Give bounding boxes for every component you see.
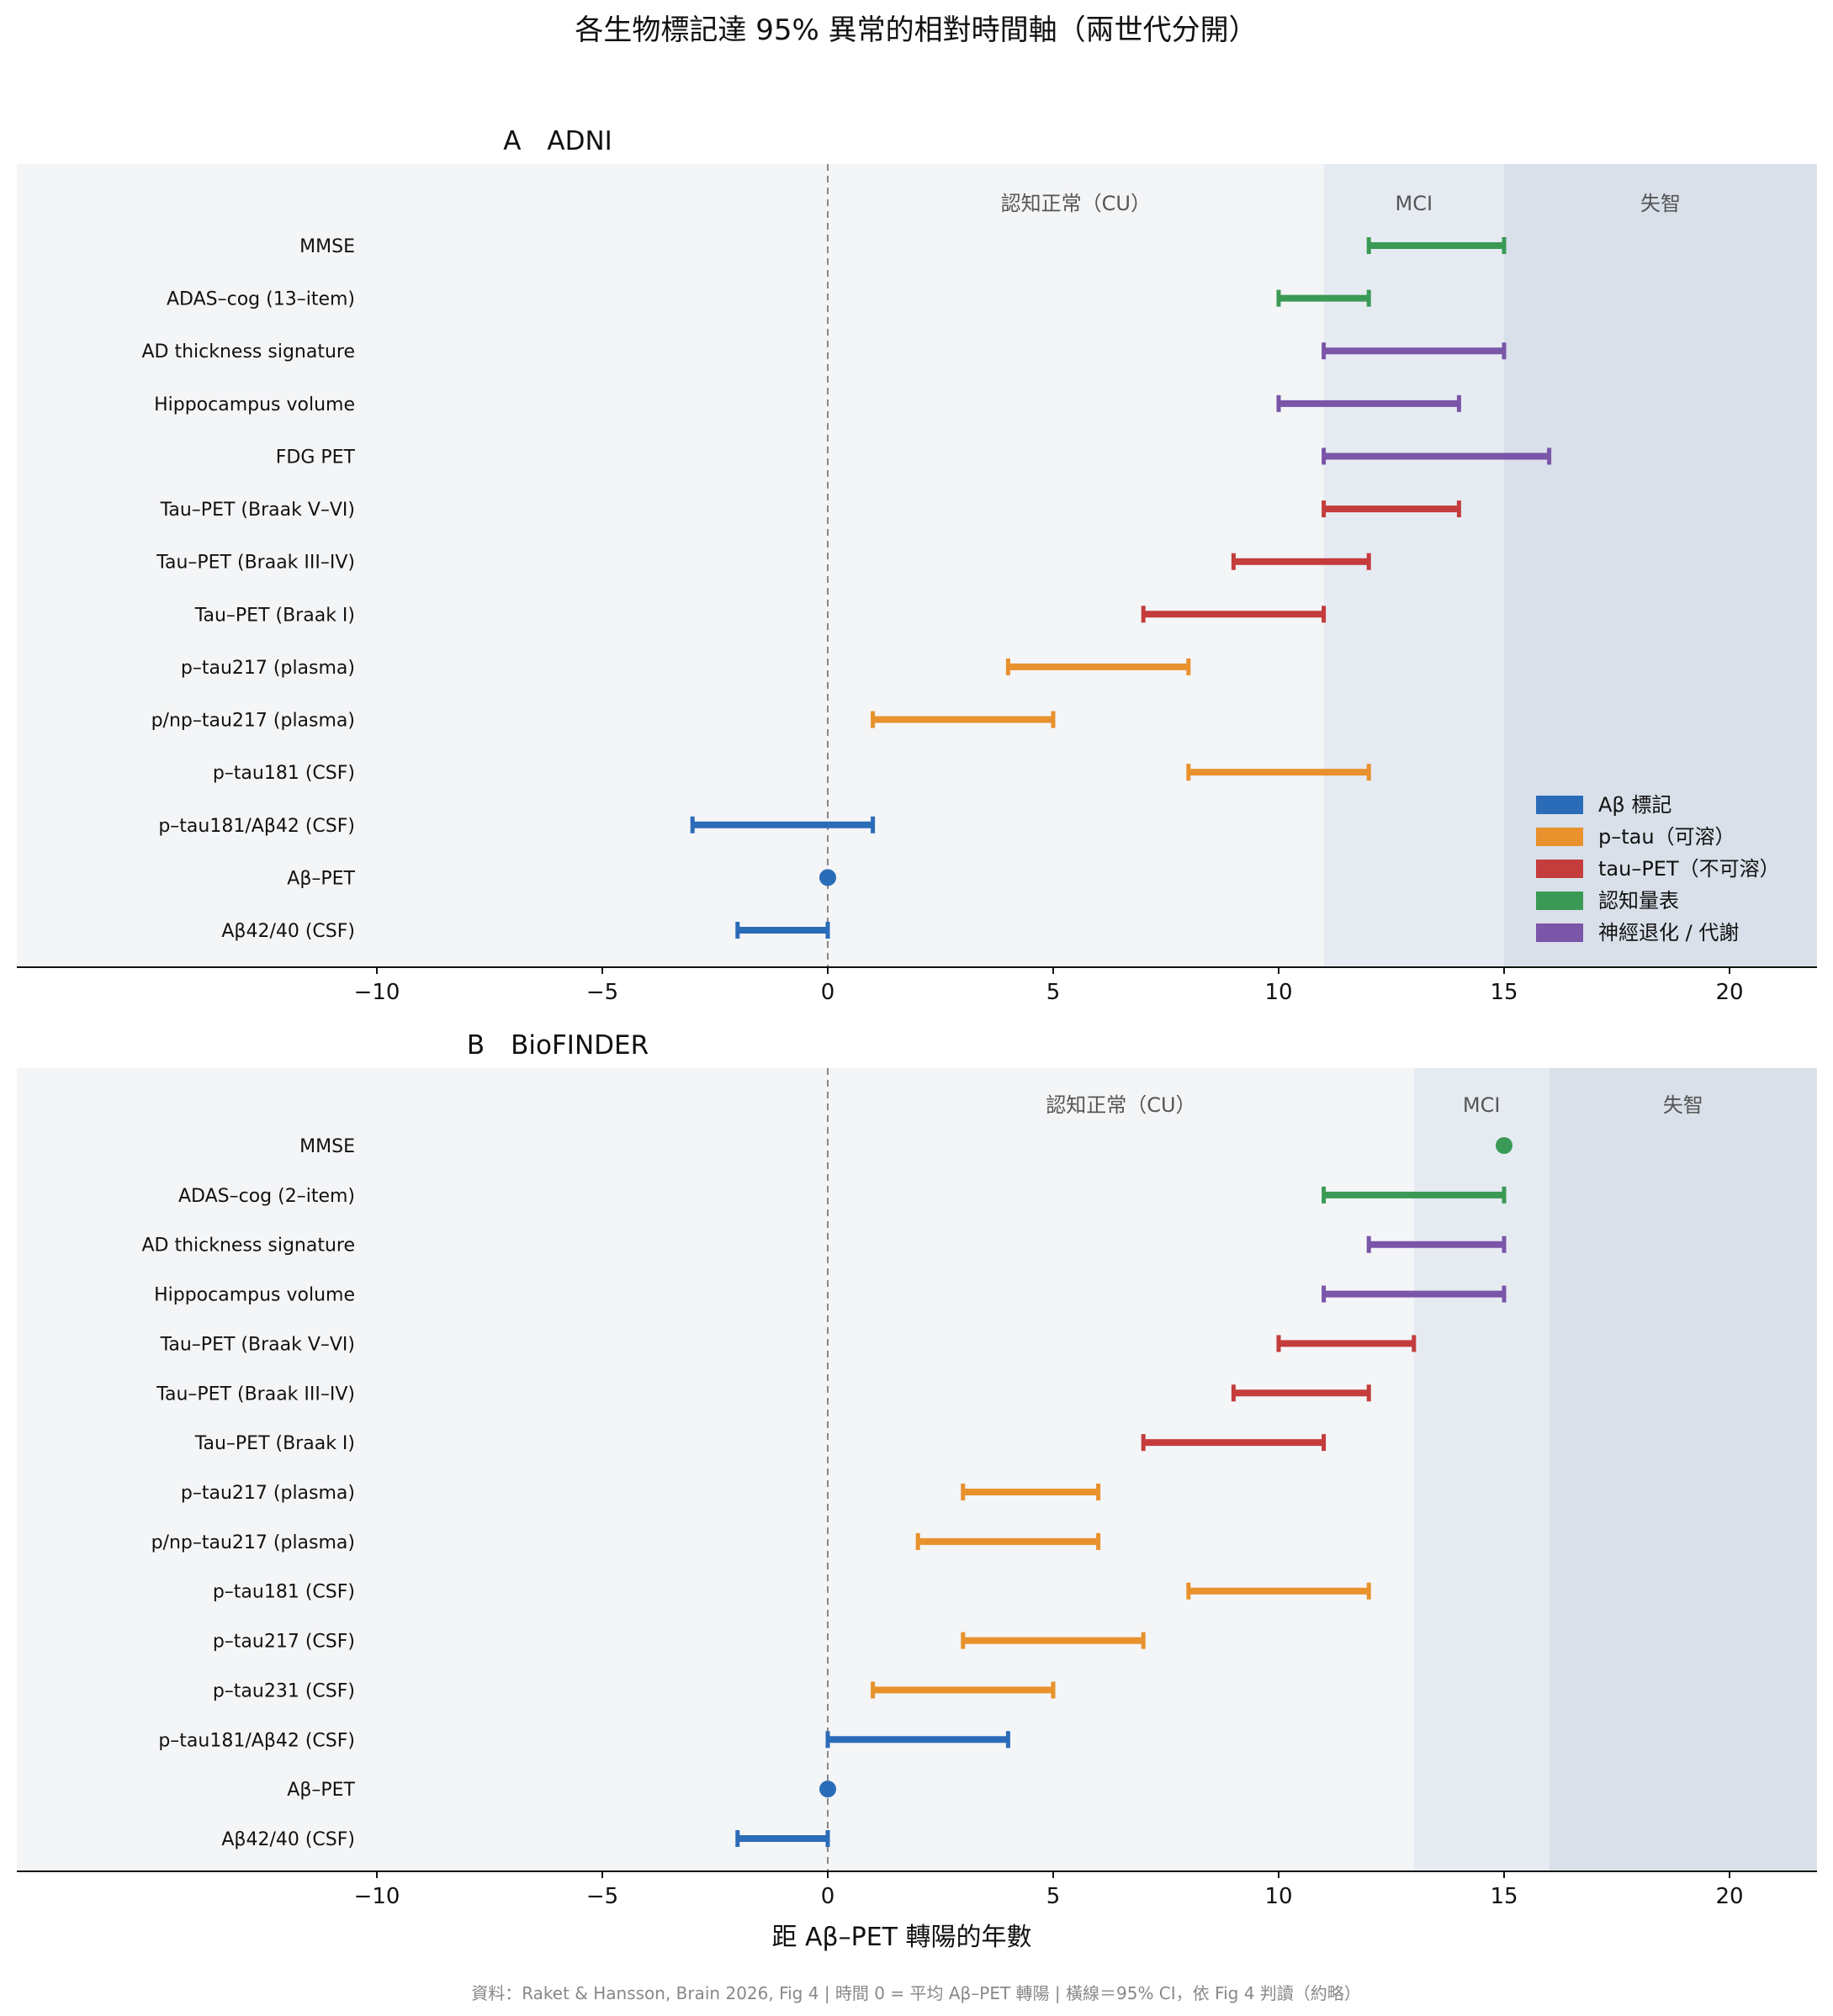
row-label: Aβ42/40 (CSF) <box>221 921 355 942</box>
x-tick-label: 10 <box>1264 980 1292 1005</box>
x-axis-label: 距 Aβ–PET 轉陽的年數 <box>771 1923 1031 1952</box>
stage-label: 認知正常（CU） <box>1001 192 1151 215</box>
row-label: Tau–PET (Braak V–VI) <box>160 500 355 521</box>
row-label: Tau–PET (Braak I) <box>194 605 355 626</box>
x-tick-label: 0 <box>821 1884 835 1909</box>
range-point <box>819 1781 836 1798</box>
legend-label: 神經退化 / 代謝 <box>1598 921 1739 945</box>
stage-band <box>17 1068 1414 1871</box>
legend-swatch <box>1536 923 1583 942</box>
source-footer: 資料：Raket & Hansson, Brain 2026, Fig 4 | … <box>471 1983 1361 2003</box>
row-label: MMSE <box>299 1136 355 1157</box>
range-point <box>1496 1137 1512 1154</box>
row-label: p–tau181/Aβ42 (CSF) <box>158 816 355 837</box>
x-tick-label: −5 <box>586 980 618 1005</box>
stage-band <box>1549 1068 1817 1871</box>
row-label: Aβ42/40 (CSF) <box>221 1829 355 1850</box>
row-label: AD thickness signature <box>141 1236 355 1257</box>
figure-title: 各生物標記達 95% 異常的相對時間軸（兩世代分開） <box>575 13 1257 47</box>
row-label: p–tau181 (CSF) <box>213 763 355 784</box>
x-tick-label: 15 <box>1490 980 1518 1005</box>
x-tick-label: −5 <box>586 1884 618 1909</box>
panel-label: A ADNI <box>503 126 612 156</box>
row-label: Aβ–PET <box>287 1780 355 1801</box>
x-tick-label: 10 <box>1264 1884 1292 1909</box>
stage-label: MCI <box>1463 1093 1501 1117</box>
row-label: ADAS–cog (2–item) <box>178 1186 355 1207</box>
legend-label: p–tau（可溶） <box>1598 825 1735 849</box>
row-label: p/np–tau217 (plasma) <box>151 1532 355 1553</box>
stage-band <box>1413 1068 1550 1871</box>
row-label: p–tau231 (CSF) <box>213 1680 355 1701</box>
legend-swatch <box>1536 828 1583 846</box>
row-label: FDG PET <box>276 447 356 468</box>
legend-swatch <box>1536 796 1583 814</box>
row-label: Tau–PET (Braak III–IV) <box>156 1384 355 1405</box>
row-label: Aβ–PET <box>287 868 355 889</box>
stage-label: 失智 <box>1640 192 1681 215</box>
panel-a: A ADNI 認知正常（CU） MCI 失智 −10 −5 0 5 10 15 20 MMSE ADAS… <box>17 126 1817 1005</box>
row-label: Hippocampus volume <box>154 1285 355 1306</box>
row-label: Tau–PET (Braak V–VI) <box>160 1334 355 1355</box>
row-label: MMSE <box>299 236 355 257</box>
row-label: p–tau181/Aβ42 (CSF) <box>158 1730 355 1751</box>
x-tick-label: 5 <box>1046 980 1061 1005</box>
row-label: Hippocampus volume <box>154 394 355 415</box>
stage-label: 失智 <box>1663 1093 1703 1117</box>
row-label: p–tau181 (CSF) <box>213 1582 355 1603</box>
row-label: ADAS–cog (13–item) <box>167 289 355 310</box>
stage-label: 認知正常（CU） <box>1046 1093 1195 1117</box>
stage-band <box>17 164 1324 967</box>
range-point <box>819 869 836 886</box>
row-label: AD thickness signature <box>141 341 355 362</box>
row-label: p/np–tau217 (plasma) <box>151 711 355 732</box>
x-tick-label: −10 <box>354 980 400 1005</box>
x-tick-label: 15 <box>1490 1884 1518 1909</box>
row-label: Tau–PET (Braak III–IV) <box>156 553 355 574</box>
row-label: Tau–PET (Braak I) <box>194 1433 355 1454</box>
x-tick-label: 20 <box>1715 1884 1743 1909</box>
x-tick-label: −10 <box>354 1884 400 1909</box>
stage-band <box>1323 164 1504 967</box>
row-label: p–tau217 (CSF) <box>213 1632 355 1653</box>
x-tick-label: 20 <box>1715 980 1743 1005</box>
x-tick-label: 0 <box>821 980 835 1005</box>
legend-swatch <box>1536 860 1583 878</box>
stage-label: MCI <box>1396 192 1433 215</box>
x-tick-label: 5 <box>1046 1884 1061 1909</box>
legend-label: Aβ 標記 <box>1598 793 1671 817</box>
row-label: p–tau217 (plasma) <box>181 658 355 679</box>
panel-label: B BioFINDER <box>467 1030 649 1061</box>
row-label: p–tau217 (plasma) <box>181 1483 355 1504</box>
legend-label: 認知量表 <box>1598 889 1679 913</box>
legend-label: tau–PET（不可溶） <box>1598 857 1780 881</box>
legend-swatch <box>1536 892 1583 910</box>
panel-b: B BioFINDER 認知正常（CU） MCI 失智 −10 −5 0 5 10 15 20 MMS… <box>17 1030 1817 1909</box>
